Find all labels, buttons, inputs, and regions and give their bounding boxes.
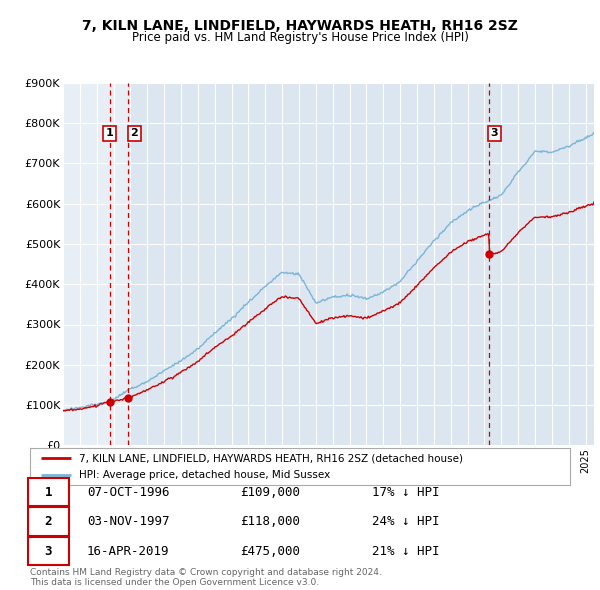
Text: 16-APR-2019: 16-APR-2019 xyxy=(87,545,170,558)
Text: 17% ↓ HPI: 17% ↓ HPI xyxy=(372,486,439,499)
Text: Contains HM Land Registry data © Crown copyright and database right 2024.
This d: Contains HM Land Registry data © Crown c… xyxy=(30,568,382,587)
Text: 21% ↓ HPI: 21% ↓ HPI xyxy=(372,545,439,558)
Text: 07-OCT-1996: 07-OCT-1996 xyxy=(87,486,170,499)
Text: £109,000: £109,000 xyxy=(240,486,300,499)
Text: HPI: Average price, detached house, Mid Sussex: HPI: Average price, detached house, Mid … xyxy=(79,470,330,480)
Text: 2: 2 xyxy=(44,515,52,528)
Text: 24% ↓ HPI: 24% ↓ HPI xyxy=(372,515,439,528)
Text: £475,000: £475,000 xyxy=(240,545,300,558)
Text: 2: 2 xyxy=(131,129,139,139)
Text: 3: 3 xyxy=(491,129,498,139)
Text: 7, KILN LANE, LINDFIELD, HAYWARDS HEATH, RH16 2SZ: 7, KILN LANE, LINDFIELD, HAYWARDS HEATH,… xyxy=(82,19,518,33)
Text: £118,000: £118,000 xyxy=(240,515,300,528)
Text: 7, KILN LANE, LINDFIELD, HAYWARDS HEATH, RH16 2SZ (detached house): 7, KILN LANE, LINDFIELD, HAYWARDS HEATH,… xyxy=(79,453,463,463)
Text: 3: 3 xyxy=(44,545,52,558)
Text: 1: 1 xyxy=(106,129,113,139)
Text: 1: 1 xyxy=(44,486,52,499)
Text: 03-NOV-1997: 03-NOV-1997 xyxy=(87,515,170,528)
Text: Price paid vs. HM Land Registry's House Price Index (HPI): Price paid vs. HM Land Registry's House … xyxy=(131,31,469,44)
